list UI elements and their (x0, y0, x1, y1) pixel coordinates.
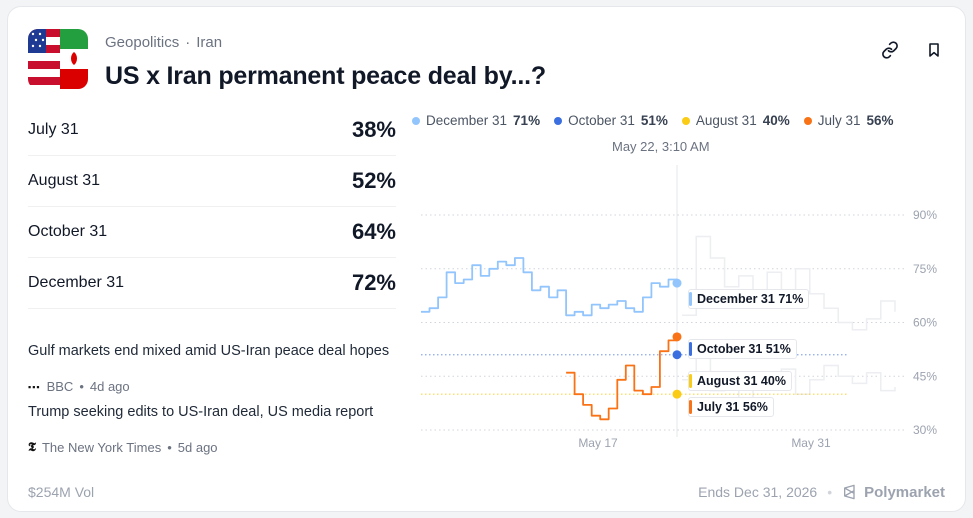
bookmark-icon (929, 43, 939, 57)
outcome-list: July 31 38% August 31 52% October 31 64%… (28, 105, 396, 309)
legend-value: 56% (866, 113, 894, 128)
news-feed: Gulf markets end mixed amid US-Iran peac… (28, 329, 408, 455)
chart-legend: December 31 71% October 31 51% August 31 40… (412, 113, 894, 128)
outcome-row[interactable]: August 31 52% (28, 156, 396, 207)
news-source-name: The New York Times (41, 440, 162, 455)
polymarket-brand[interactable]: Polymarket (842, 484, 945, 501)
outcome-row[interactable]: December 31 72% (28, 258, 396, 309)
copy-link-button[interactable] (879, 39, 901, 61)
x-tick-label: May 31 (791, 436, 831, 450)
category-link[interactable]: Geopolitics (105, 34, 180, 51)
market-header: Geopolitics · Iran US x Iran permanent pea… (28, 29, 945, 91)
outcome-name: August 31 (28, 172, 101, 189)
legend-dot (803, 116, 812, 125)
legend-label: August 31 (695, 113, 757, 128)
breadcrumb-separator: · (185, 34, 191, 51)
legend-value: 40% (762, 113, 790, 128)
outcome-name: October 31 (28, 223, 108, 240)
legend-value: 71% (513, 113, 541, 128)
volume-label: $254M Vol (28, 484, 95, 500)
y-tick-label: 60% (913, 316, 937, 330)
series-end-marker (672, 350, 682, 360)
legend-dot (554, 116, 563, 125)
nyt-logo-icon: 𝕿 (28, 440, 36, 455)
news-source: 𝕿 The New York Times • 5d ago (28, 440, 218, 455)
legend-item-december[interactable]: December 31 71% (412, 113, 540, 128)
ghost-line-upper (682, 235, 896, 331)
header-actions (879, 39, 945, 61)
series-end-marker (672, 389, 682, 399)
outcome-row[interactable]: July 31 38% (28, 105, 396, 156)
breadcrumb: Geopolitics · Iran (105, 34, 222, 51)
outcome-name: December 31 (28, 274, 125, 291)
series-line-december (421, 257, 678, 317)
legend-item-august[interactable]: August 31 40% (681, 113, 790, 128)
news-source: ▪▪▪ BBC • 4d ago (28, 379, 130, 394)
legend-dot (681, 116, 690, 125)
market-card: Geopolitics · Iran US x Iran permanent pea… (7, 6, 966, 512)
card-footer: $254M Vol Ends Dec 31, 2026 • Polymarket (28, 481, 945, 503)
subcategory-link[interactable]: Iran (196, 34, 223, 51)
y-tick-label: 75% (913, 262, 937, 276)
bookmark-button[interactable] (923, 39, 945, 61)
legend-item-october[interactable]: October 31 51% (554, 113, 668, 128)
news-age: 4d ago (89, 379, 130, 394)
end-date: Ends Dec 31, 2026 (698, 484, 818, 500)
polymarket-logo-icon (844, 484, 855, 500)
news-source-name: BBC (46, 379, 74, 394)
outcome-probability: 64% (351, 219, 396, 244)
legend-label: October 31 (568, 113, 635, 128)
series-line-july (566, 336, 678, 421)
page-title: US x Iran permanent peace deal by...? (105, 62, 546, 90)
market-thumbnail[interactable] (28, 29, 88, 89)
footer-right: Ends Dec 31, 2026 • Polymarket (698, 483, 945, 501)
outcome-name: July 31 (28, 121, 79, 138)
hover-label-december: December 31 71% (688, 289, 810, 309)
hover-label-july: July 31 56% (688, 397, 774, 417)
outcome-probability: 72% (351, 270, 396, 295)
outcome-probability: 38% (351, 117, 396, 142)
outcome-row[interactable]: October 31 64% (28, 207, 396, 258)
us-iran-flag-icon (28, 29, 88, 89)
link-icon (882, 41, 898, 59)
legend-item-july[interactable]: July 31 56% (803, 113, 894, 128)
news-age: 5d ago (177, 440, 218, 455)
y-tick-label: 30% (913, 423, 937, 437)
bbc-logo-icon: ▪▪▪ (28, 381, 41, 392)
outcome-probability: 52% (351, 168, 396, 193)
series-end-marker (672, 278, 682, 288)
y-tick-label: 90% (913, 208, 937, 222)
legend-label: July 31 (817, 113, 861, 128)
news-headline[interactable]: Gulf markets end mixed amid US-Iran peac… (28, 343, 390, 359)
hover-label-october: October 31 51% (688, 339, 797, 359)
news-headline[interactable]: Trump seeking edits to US-Iran deal, US … (28, 404, 374, 420)
brand-name: Polymarket (864, 483, 945, 501)
y-tick-label: 45% (913, 369, 937, 383)
series-end-marker (672, 332, 682, 342)
legend-value: 51% (640, 113, 668, 128)
legend-dot (412, 116, 420, 125)
hover-timestamp: May 22, 3:10 AM (612, 139, 710, 154)
legend-label: December 31 (426, 113, 508, 128)
hover-label-august: August 31 40% (688, 371, 792, 391)
x-tick-label: May 17 (578, 436, 618, 450)
